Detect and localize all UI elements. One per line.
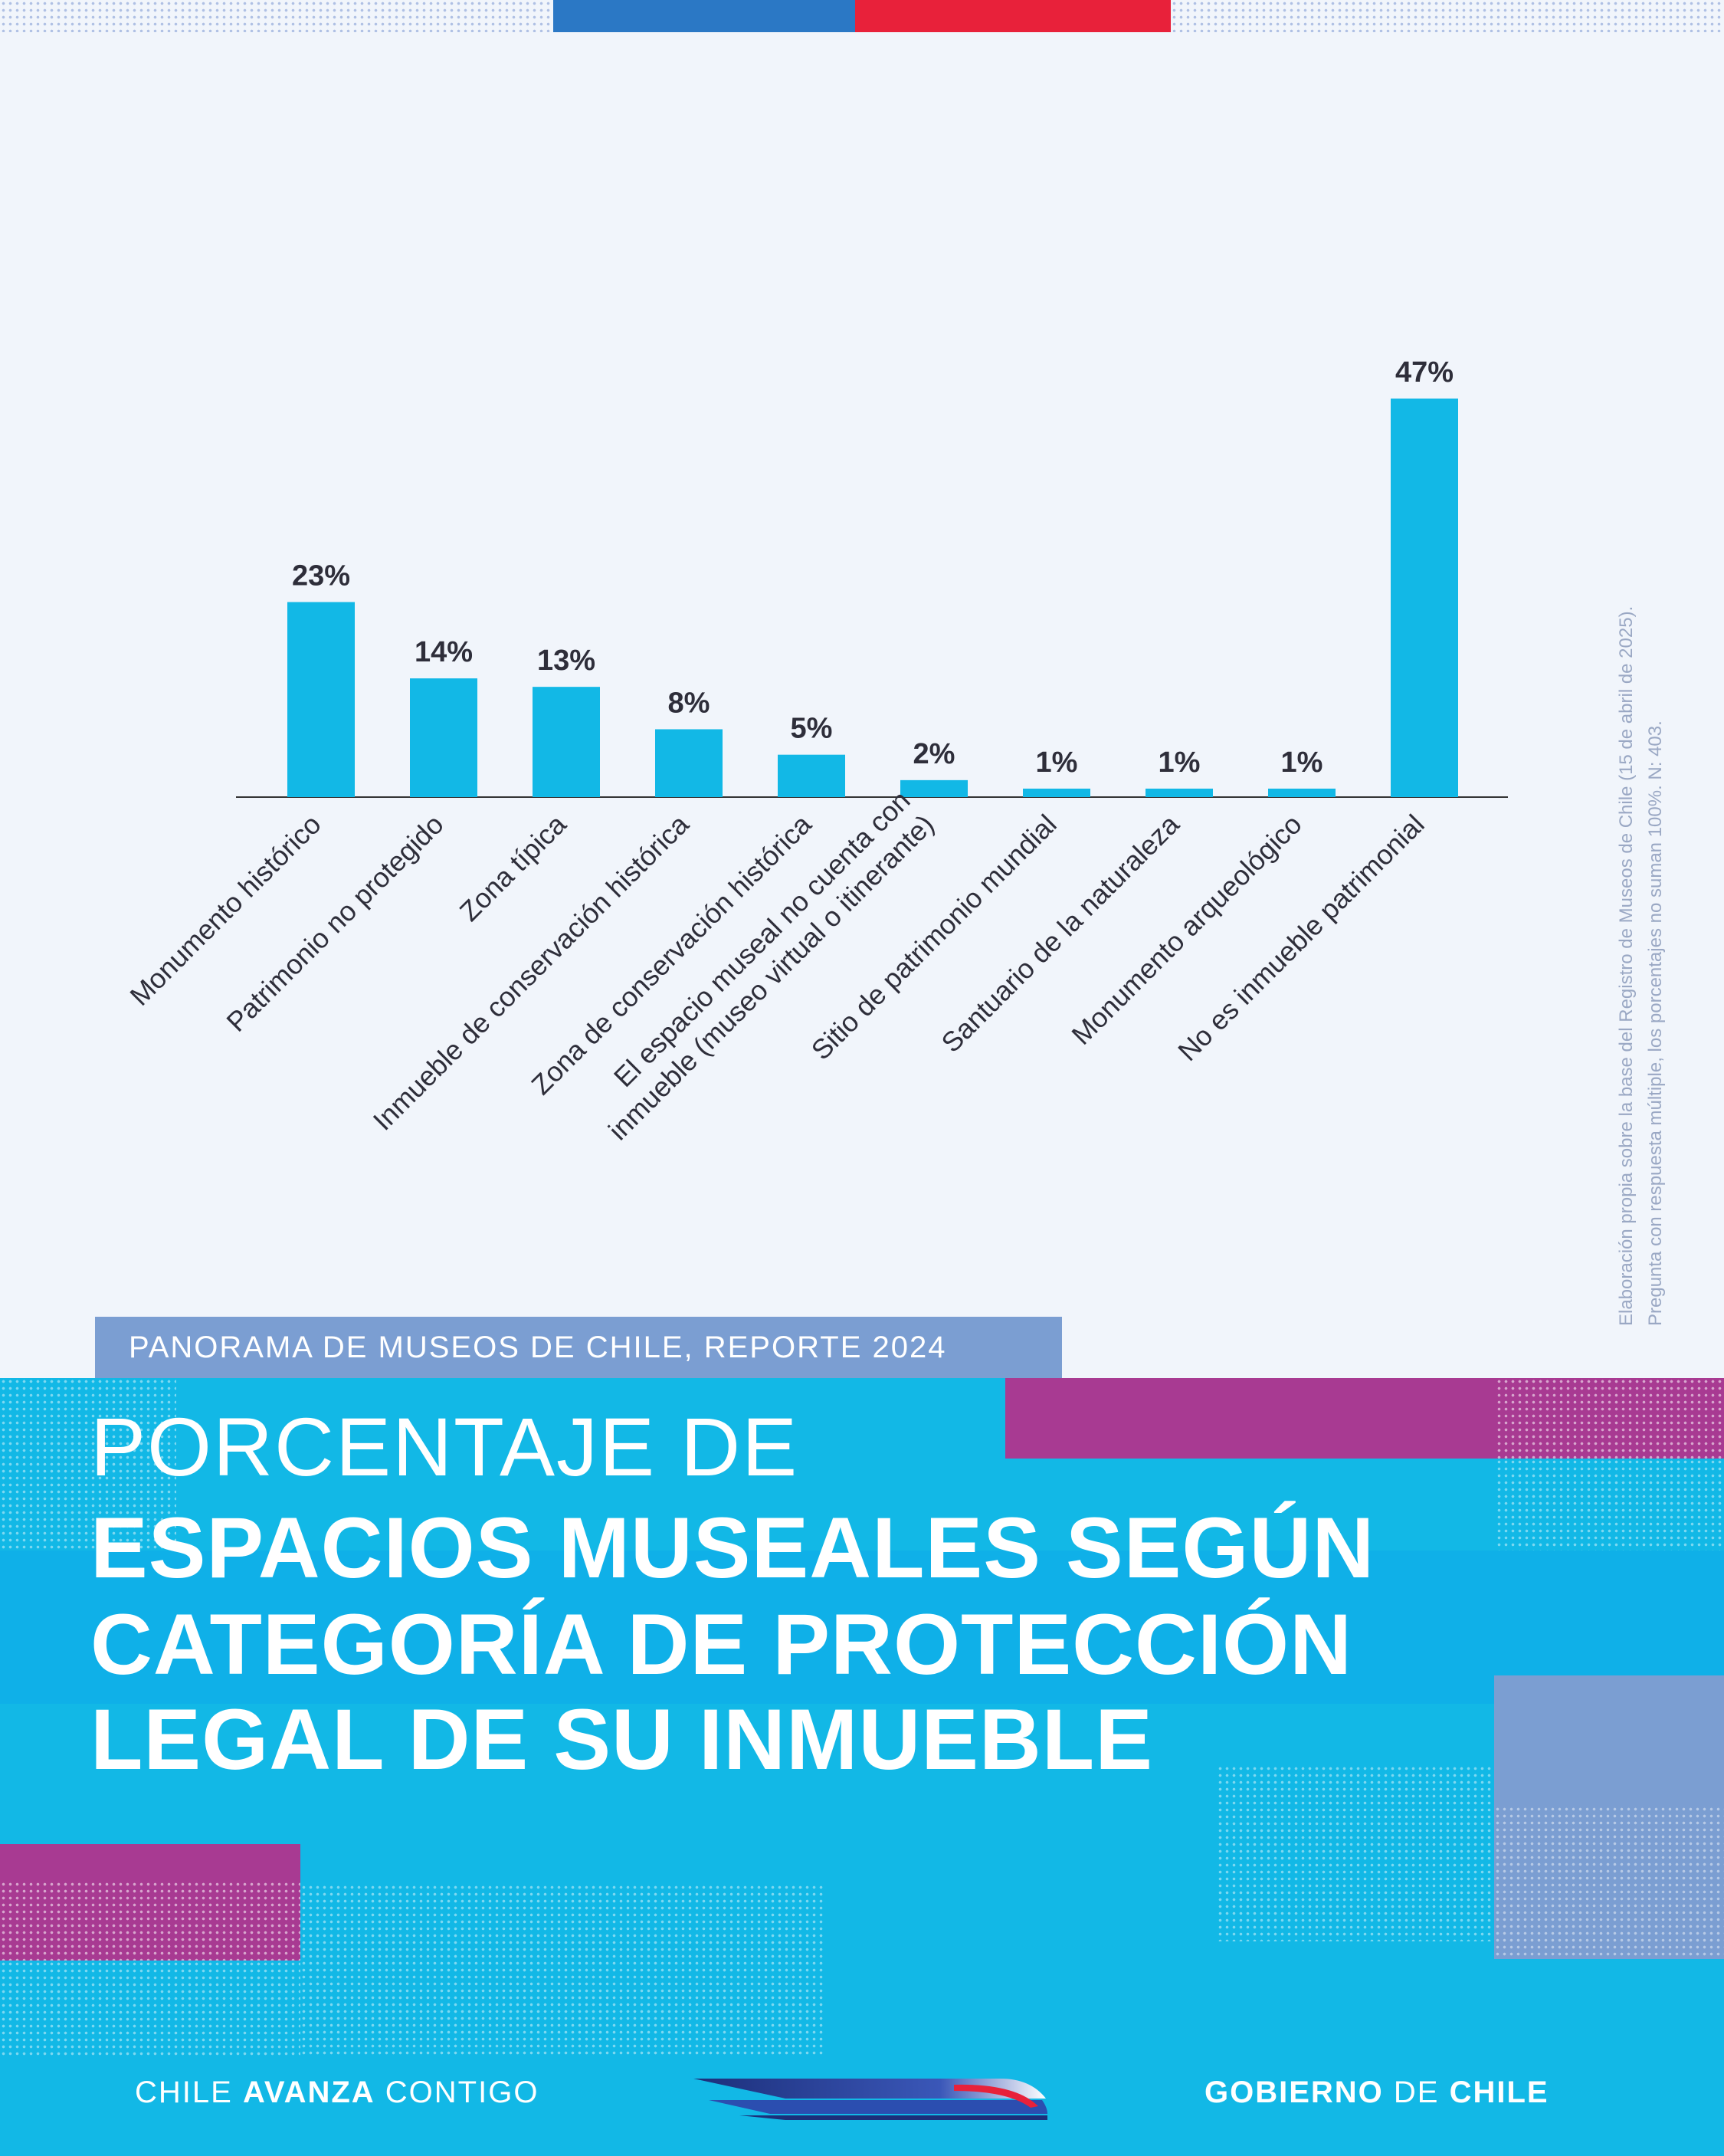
bar-value-label: 23% — [292, 560, 350, 592]
bar — [900, 779, 968, 797]
bar-value-label: 2% — [913, 738, 955, 770]
footer-slogan-post: CONTIGO — [375, 2076, 539, 2109]
footer-government-mid: DE — [1383, 2076, 1450, 2109]
top-dotted-strip-right — [1171, 0, 1724, 32]
category-label: Zona típica — [454, 808, 573, 927]
purple-block-top — [1005, 1378, 1496, 1459]
bar-value-label: 1% — [1159, 747, 1201, 779]
footer-slogan-pre: CHILE — [135, 2076, 243, 2109]
lavender-dots-right — [1494, 1806, 1724, 1959]
bar — [1391, 399, 1458, 797]
footer-government-bold1: GOBIERNO — [1205, 2076, 1384, 2109]
bar — [655, 729, 723, 797]
bar — [533, 687, 600, 797]
panel-dots-bottom-left — [300, 1884, 823, 2056]
bar-value-label: 1% — [1036, 747, 1078, 779]
category-label: No es inmueble patrimonial — [1172, 809, 1430, 1067]
bar-value-label: 47% — [1395, 356, 1454, 389]
category-label-line: Zona típica — [454, 808, 573, 927]
footer-government: GOBIERNO DE CHILE — [1205, 2076, 1549, 2110]
category-label-line: Monumento arqueológico — [1065, 809, 1307, 1051]
report-tag: PANORAMA DE MUSEOS DE CHILE, REPORTE 202… — [95, 1317, 1062, 1378]
source-note-line2: Pregunta con respuesta múltiple, los por… — [1645, 720, 1666, 1326]
bar — [1146, 788, 1213, 797]
category-label: Santuario de la naturaleza — [935, 808, 1185, 1058]
title-line4: LEGAL DE SU INMUEBLE — [90, 1692, 1153, 1787]
category-label: Patrimonio no protegido — [220, 809, 449, 1038]
flag-bar-red — [855, 0, 1171, 32]
category-label-line: Santuario de la naturaleza — [935, 808, 1185, 1058]
category-label-line: Patrimonio no protegido — [220, 809, 449, 1038]
title-line3: CATEGORÍA DE PROTECCIÓN — [90, 1596, 1353, 1692]
bar-value-label: 5% — [791, 713, 833, 745]
source-note-line1: Elaboración propia sobre la base del Reg… — [1616, 605, 1637, 1326]
panel-dots-center-right — [1217, 1765, 1494, 1941]
title-line1: PORCENTAJE DE — [90, 1400, 799, 1493]
title-line2: ESPACIOS MUSEALES SEGÚN — [90, 1500, 1375, 1596]
flag-bar-blue — [553, 0, 855, 32]
purple-dots-left — [0, 1881, 300, 1961]
source-note: Elaboración propia sobre la base del Reg… — [1612, 460, 1670, 1326]
bar-value-label: 14% — [415, 636, 473, 668]
panel-dots-right-top — [1496, 1459, 1724, 1551]
bar-value-label: 13% — [537, 645, 595, 677]
gobierno-logo-stripes-icon — [693, 2079, 1047, 2120]
lavender-block-right — [1494, 1675, 1724, 1806]
purple-block-left — [0, 1844, 300, 1881]
title-panel — [0, 1378, 1724, 2156]
footer-government-bold2: CHILE — [1449, 2076, 1549, 2109]
purple-dots-top — [1496, 1378, 1724, 1459]
panel-dots-bottom-far-left — [0, 1961, 300, 2056]
top-dotted-strip-left — [0, 0, 552, 32]
panel-dark-band — [0, 1551, 1724, 1704]
category-label: Monumento arqueológico — [1065, 809, 1307, 1051]
panel-dots-left — [0, 1378, 176, 1551]
footer-slogan-bold: AVANZA — [242, 2076, 375, 2109]
bar — [1268, 788, 1336, 797]
footer-slogan: CHILE AVANZA CONTIGO — [135, 2076, 539, 2110]
category-label-line: No es inmueble patrimonial — [1172, 809, 1430, 1067]
bar — [410, 678, 477, 797]
bar — [1023, 788, 1090, 797]
bar-value-label: 8% — [668, 687, 710, 719]
bar — [287, 602, 355, 797]
bar-value-label: 1% — [1281, 747, 1323, 779]
bar — [778, 754, 845, 797]
